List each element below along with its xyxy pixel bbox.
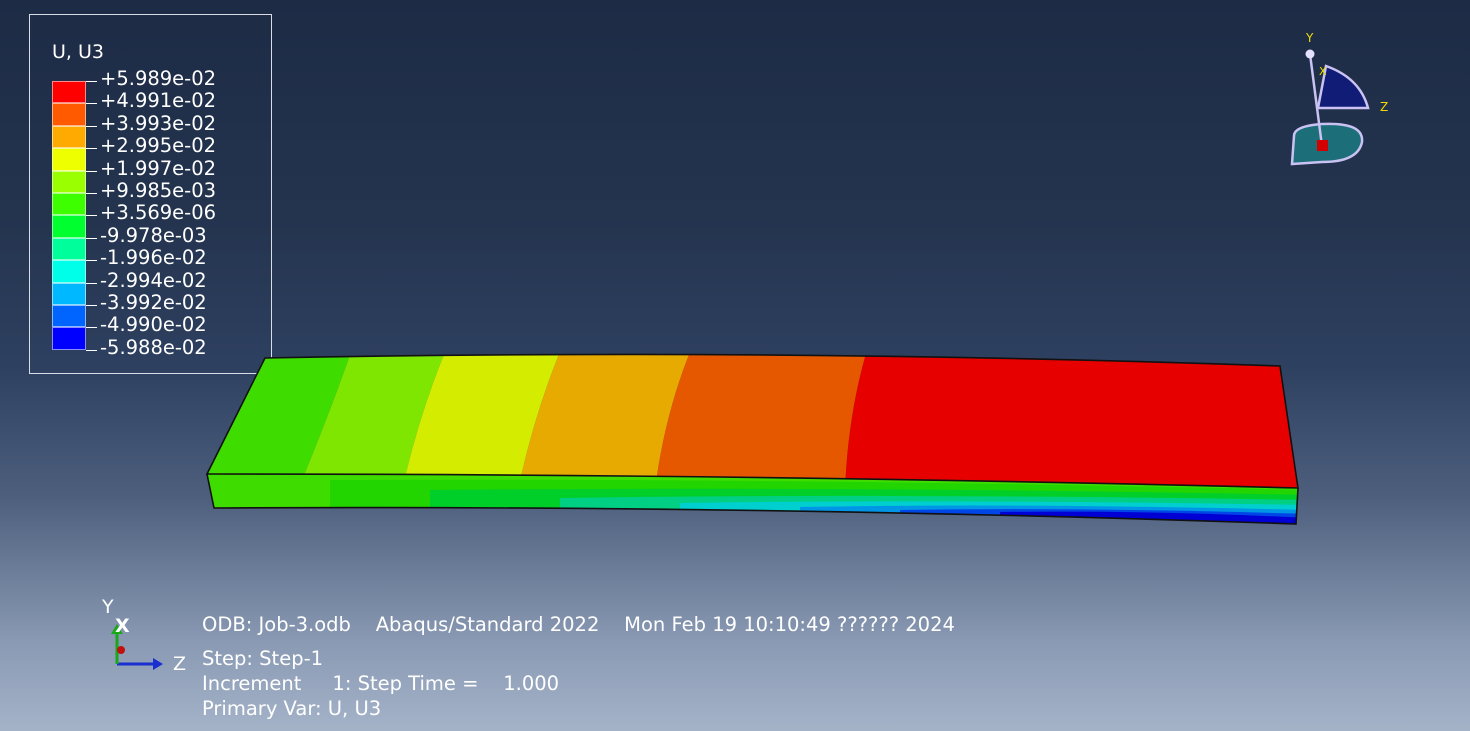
- legend-tick: [86, 305, 97, 306]
- primary-var-info-line: Primary Var: U, U3: [202, 697, 382, 720]
- legend-tick: [86, 237, 97, 239]
- legend-tick: [86, 103, 97, 105]
- triad-x-label: X: [1319, 65, 1327, 78]
- legend-title: U, U3: [52, 41, 104, 63]
- beam-outline: [205, 353, 1299, 525]
- legend-tick: [86, 215, 97, 217]
- legend-value-label: -5.988e-02: [100, 335, 207, 359]
- triad-y-axis: [1308, 53, 1324, 147]
- legend-tick: [86, 125, 97, 127]
- increment-info-line: Increment 1: Step Time = 1.000: [202, 672, 560, 695]
- triad-y-label: Y: [1305, 31, 1314, 45]
- legend-value-label: +1.997e-02: [100, 156, 217, 180]
- legend-value-label: +9.985e-03: [100, 179, 217, 202]
- contour-band: [655, 354, 870, 488]
- legend-value-label: -4.990e-02: [100, 313, 207, 337]
- legend-value-label: -9.978e-03: [100, 223, 207, 247]
- legend-value-label: +4.991e-02: [100, 89, 217, 113]
- csys-y-label: Y: [101, 596, 114, 618]
- contour-band: [518, 354, 695, 488]
- legend-value-label: +5.989e-02: [100, 67, 217, 90]
- legend-color-swatch: [52, 237, 86, 261]
- legend-value-label: +2.995e-02: [100, 134, 217, 158]
- csys-y-arrowhead: [111, 624, 123, 634]
- legend-value-label: -1.996e-02: [100, 246, 207, 270]
- legend-tick: [86, 170, 97, 172]
- contour-band: [845, 354, 1298, 488]
- contour-legend: U, U3 +5.989e-02 +4.991e-02 +3.993e-02 +2.9…: [29, 14, 272, 374]
- csys-x-label: X: [115, 615, 130, 637]
- legend-tick: [86, 327, 97, 329]
- contour-band: [207, 354, 355, 488]
- legend-color-swatch: [52, 193, 86, 216]
- legend-color-swatch: [52, 103, 86, 126]
- csys-z-arrowhead: [153, 658, 163, 670]
- legend-color-swatch: [52, 327, 86, 350]
- csys-x-axis-dot: [117, 646, 125, 654]
- view-triad[interactable]: Y X Z: [1282, 28, 1402, 173]
- legend-value-label: -3.992e-02: [100, 291, 207, 314]
- legend-tick: [86, 282, 97, 284]
- legend-color-swatch: [52, 305, 86, 328]
- legend-tick: [86, 148, 97, 150]
- odb-info-line: ODB: Job-3.odb Abaqus/Standard 2022 Mon …: [202, 613, 955, 636]
- legend-value-label: -2.994e-02: [100, 268, 207, 292]
- legend-tick: [86, 260, 97, 262]
- legend-color-swatch: [52, 282, 86, 305]
- legend-value-label: +3.569e-06: [100, 201, 217, 225]
- legend-color-swatch: [52, 148, 86, 171]
- beam-top-face: [207, 354, 1298, 488]
- triad-z-label: Z: [1380, 100, 1388, 114]
- legend-tick: [86, 349, 97, 351]
- legend-color-swatch: [52, 125, 86, 149]
- contour-band: [298, 354, 450, 488]
- contour-band: [402, 354, 565, 488]
- legend-color-swatch: [52, 260, 86, 283]
- legend-color-swatch: [52, 215, 86, 238]
- step-info-line: Step: Step-1: [202, 647, 324, 670]
- legend-tick: [86, 193, 97, 194]
- csys-z-label: Z: [173, 653, 186, 675]
- triad-center-marker: [1317, 140, 1328, 151]
- triad-origin-marker: [1305, 49, 1315, 59]
- legend-tick: [86, 81, 97, 82]
- triad-yz-plane: [1316, 64, 1370, 110]
- legend-color-swatch: [52, 170, 86, 193]
- legend-color-swatch: [52, 81, 86, 104]
- legend-value-label: +3.993e-02: [100, 111, 217, 135]
- coordinate-system-icon: Y X Z: [101, 596, 186, 675]
